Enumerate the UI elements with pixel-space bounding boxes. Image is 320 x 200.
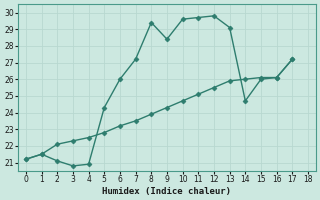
X-axis label: Humidex (Indice chaleur): Humidex (Indice chaleur) (102, 187, 231, 196)
